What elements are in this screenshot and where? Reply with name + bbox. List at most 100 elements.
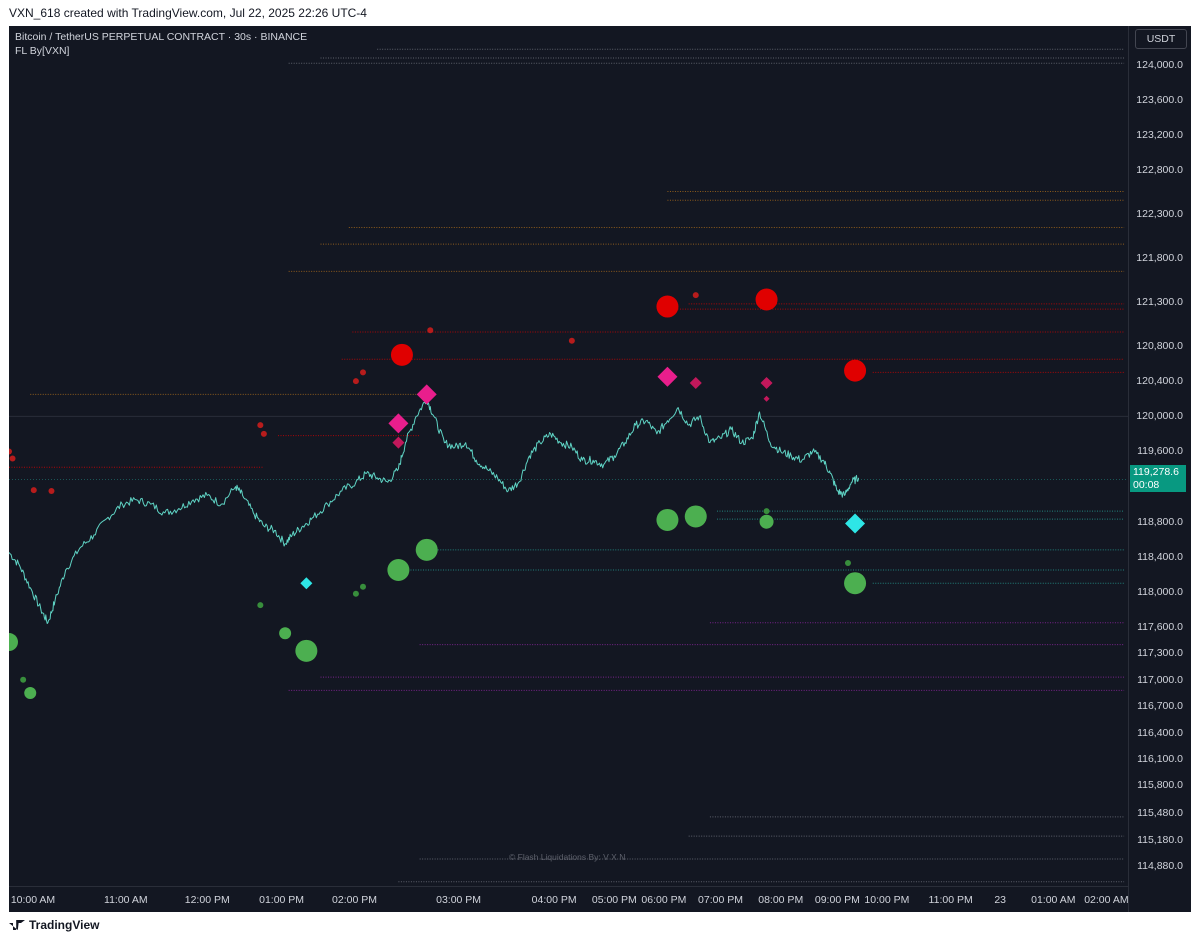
long-liquidation-marker [360, 583, 366, 590]
long-liquidation-marker [295, 639, 318, 662]
time-tick-label: 03:00 PM [436, 894, 482, 906]
plot-area[interactable]: Bitcoin / TetherUS PERPETUAL CONTRACT · … [9, 26, 1128, 886]
long-liquidation-marker [844, 559, 851, 566]
chart-legend: Bitcoin / TetherUS PERPETUAL CONTRACT · … [15, 30, 307, 58]
symbol-label[interactable]: Bitcoin / TetherUS PERPETUAL CONTRACT · … [15, 31, 308, 43]
time-tick-label: 01:00 PM [259, 894, 305, 906]
price-series-line [9, 398, 860, 624]
price-tick-label: 115,180.0 [1137, 833, 1183, 846]
price-tick-label: 114,880.0 [1137, 860, 1183, 872]
time-tick-label: 07:00 PM [698, 894, 744, 906]
time-tick-label: 10:00 PM [864, 894, 910, 906]
chart-area[interactable]: Bitcoin / TetherUS PERPETUAL CONTRACT · … [9, 26, 1191, 913]
price-tick-label: 116,100.0 [1137, 752, 1183, 765]
short-liquidation-marker [692, 292, 699, 299]
price-tick-label: 122,800.0 [1136, 164, 1183, 177]
last-price-badge: 119,278.6 00:08 [1130, 465, 1186, 492]
indicator-watermark: © Flash Liquidations By: V X N [509, 852, 626, 862]
time-tick-label: 23 [994, 894, 1007, 906]
price-axis[interactable]: USDT 119,278.6 00:08 124,000.0 123,600.0 1… [1128, 26, 1191, 912]
long-liquidation-marker [684, 505, 707, 528]
price-tick-label: 118,800.0 [1137, 515, 1183, 528]
large-short-liquidation-marker [763, 395, 770, 402]
long-liquidation-marker [352, 590, 359, 597]
price-tick-label: 116,400.0 [1137, 726, 1183, 739]
price-tick-label: 118,400.0 [1137, 550, 1183, 563]
long-liquidation-marker [257, 602, 264, 609]
time-tick-label: 02:00 AM [1084, 894, 1129, 906]
long-liquidation-marker [415, 538, 438, 561]
time-tick-label: 06:00 PM [641, 894, 687, 906]
large-short-liquidation-marker [760, 376, 773, 389]
time-tick-label: 11:00 PM [928, 894, 973, 906]
price-tick-label: 116,700.0 [1137, 700, 1183, 713]
long-liquidation-marker [844, 572, 867, 595]
price-tick-label: 115,800.0 [1137, 779, 1183, 792]
time-tick-label: 01:00 AM [1031, 894, 1076, 906]
large-long-liquidation-marker [300, 577, 313, 590]
large-short-liquidation-marker [388, 413, 409, 434]
time-tick-label: 09:00 PM [814, 894, 860, 906]
price-tick-label: 124,000.0 [1136, 59, 1183, 71]
price-tick-label: 120,400.0 [1136, 375, 1183, 388]
chart-canvas[interactable] [9, 26, 1128, 886]
time-tick-label: 05:00 PM [591, 894, 637, 906]
long-liquidation-marker [279, 627, 292, 640]
last-price-value: 119,278.6 [1133, 466, 1179, 478]
header-title: VXN_618 created with TradingView.com, Ju… [9, 6, 367, 20]
large-short-liquidation-marker [416, 384, 437, 405]
price-tick-label: 115,480.0 [1137, 807, 1183, 820]
tradingview-logo-icon [9, 920, 25, 930]
large-long-liquidation-marker [845, 513, 866, 534]
price-tick-label: 117,600.0 [1137, 621, 1183, 634]
indicator-label[interactable]: FL By[VXN] [15, 45, 70, 57]
long-liquidation-marker [759, 514, 774, 529]
footer-bar: TradingView [0, 912, 1199, 941]
long-liquidation-marker [24, 686, 37, 699]
time-axis[interactable]: 10:00 AM 11:00 AM 12:00 PM 01:00 PM 02:00 PM… [9, 886, 1129, 913]
time-tick-label: 12:00 PM [184, 894, 230, 906]
price-tick-label: 120,000.0 [1136, 410, 1183, 423]
short-liquidation-marker [257, 422, 264, 429]
short-liquidation-marker [656, 295, 679, 318]
large-short-liquidation-marker [689, 376, 702, 389]
short-liquidation-marker [48, 487, 55, 494]
short-liquidation-marker [360, 369, 366, 376]
currency-badge[interactable]: USDT [1135, 29, 1187, 49]
time-tick-label: 08:00 PM [758, 894, 804, 906]
price-tick-label: 118,000.0 [1137, 585, 1183, 598]
time-tick-label: 11:00 AM [104, 894, 148, 906]
price-tick-label: 117,300.0 [1137, 647, 1183, 660]
short-liquidation-marker [9, 448, 12, 455]
price-tick-label: 117,000.0 [1137, 673, 1183, 686]
large-short-liquidation-marker [657, 366, 678, 387]
price-tick-label: 122,300.0 [1136, 208, 1183, 221]
price-tick-label: 120,800.0 [1136, 340, 1183, 353]
price-tick-label: 123,200.0 [1136, 129, 1183, 142]
short-liquidation-marker [755, 288, 778, 311]
long-liquidation-marker [656, 508, 679, 531]
tradingview-logo[interactable]: TradingView [9, 918, 99, 932]
header-bar: VXN_618 created with TradingView.com, Ju… [0, 0, 1199, 26]
short-liquidation-marker [30, 487, 37, 494]
price-tick-label: 121,800.0 [1136, 252, 1183, 265]
long-liquidation-marker [387, 559, 410, 582]
short-liquidation-marker [427, 327, 434, 334]
short-liquidation-marker [352, 378, 359, 385]
bar-countdown: 00:08 [1133, 479, 1160, 491]
long-liquidation-marker [9, 633, 18, 652]
time-tick-label: 10:00 AM [10, 894, 56, 906]
short-liquidation-marker [390, 343, 413, 366]
short-liquidation-marker [568, 337, 575, 344]
large-short-liquidation-marker [392, 436, 405, 449]
footer-brand: TradingView [29, 918, 100, 932]
price-tick-label: 123,600.0 [1136, 94, 1183, 107]
price-tick-label: 119,600.0 [1137, 445, 1183, 458]
short-liquidation-marker [260, 430, 267, 437]
long-liquidation-marker [20, 676, 27, 683]
time-tick-label: 04:00 PM [531, 894, 577, 906]
price-tick-label: 121,300.0 [1136, 296, 1183, 309]
time-tick-label: 02:00 PM [332, 894, 377, 906]
long-liquidation-marker [763, 508, 770, 515]
